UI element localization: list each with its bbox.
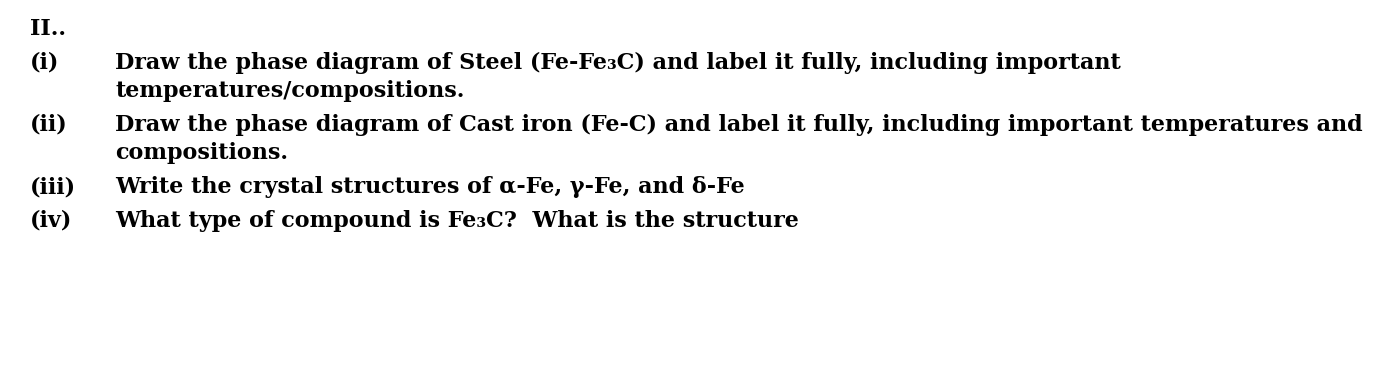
Text: compositions.: compositions.	[114, 142, 288, 164]
Text: Write the crystal structures of α-Fe, γ-Fe, and δ-Fe: Write the crystal structures of α-Fe, γ-…	[114, 176, 744, 198]
Text: temperatures/compositions.: temperatures/compositions.	[114, 80, 465, 102]
Text: (ii): (ii)	[29, 114, 68, 136]
Text: Draw the phase diagram of Steel (Fe-Fe₃C) and label it fully, including importan: Draw the phase diagram of Steel (Fe-Fe₃C…	[114, 52, 1121, 74]
Text: Draw the phase diagram of Cast iron (Fe-C) and label it fully, including importa: Draw the phase diagram of Cast iron (Fe-…	[114, 114, 1362, 136]
Text: (iv): (iv)	[29, 210, 73, 232]
Text: (iii): (iii)	[29, 176, 77, 198]
Text: II..: II..	[29, 18, 66, 40]
Text: What type of compound is Fe₃C?  What is the structure: What type of compound is Fe₃C? What is t…	[114, 210, 799, 232]
Text: (i): (i)	[29, 52, 60, 74]
